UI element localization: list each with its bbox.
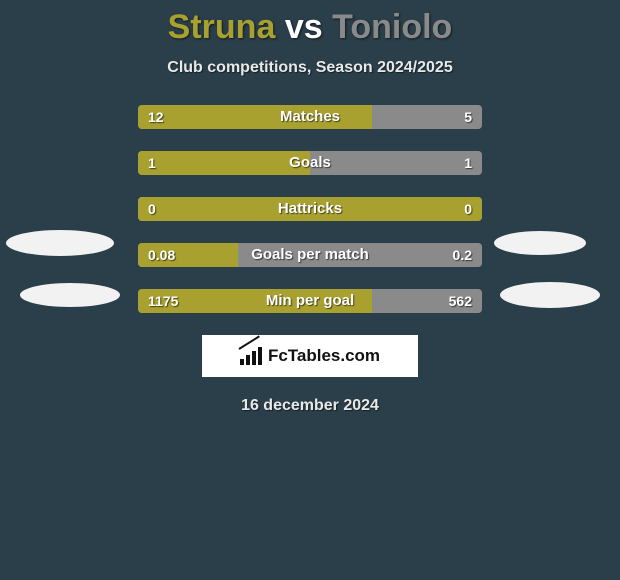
right-bar [310, 151, 482, 175]
decorative-oval-right-2 [500, 282, 600, 308]
player2-name: Toniolo [332, 8, 452, 46]
left-bar [138, 243, 238, 267]
left-bar [138, 289, 372, 313]
player1-name: Struna [168, 8, 276, 46]
date-text: 16 december 2024 [0, 397, 620, 415]
page-title: Struna vs Toniolo [0, 8, 620, 47]
brand-text: FcTables.com [268, 346, 380, 366]
stat-row-matches: 12 Matches 5 [138, 105, 482, 129]
decorative-oval-right-1 [494, 231, 586, 255]
stat-row-hattricks: 0 Hattricks 0 [138, 197, 482, 221]
left-bar [138, 105, 372, 129]
chart-icon [240, 347, 262, 365]
left-bar [138, 151, 310, 175]
decorative-oval-left-2 [20, 283, 120, 307]
right-bar [372, 289, 482, 313]
subtitle: Club competitions, Season 2024/2025 [0, 59, 620, 77]
stat-row-goals: 1 Goals 1 [138, 151, 482, 175]
comparison-chart: 12 Matches 5 1 Goals 1 0 Hattricks 0 0.0… [0, 105, 620, 313]
right-bar [238, 243, 482, 267]
stat-row-goals-per-match: 0.08 Goals per match 0.2 [138, 243, 482, 267]
decorative-oval-left-1 [6, 230, 114, 256]
left-bar [138, 197, 482, 221]
brand-logo-box: FcTables.com [202, 335, 418, 377]
stat-row-min-per-goal: 1175 Min per goal 562 [138, 289, 482, 313]
vs-text: vs [285, 8, 323, 46]
right-bar [372, 105, 482, 129]
